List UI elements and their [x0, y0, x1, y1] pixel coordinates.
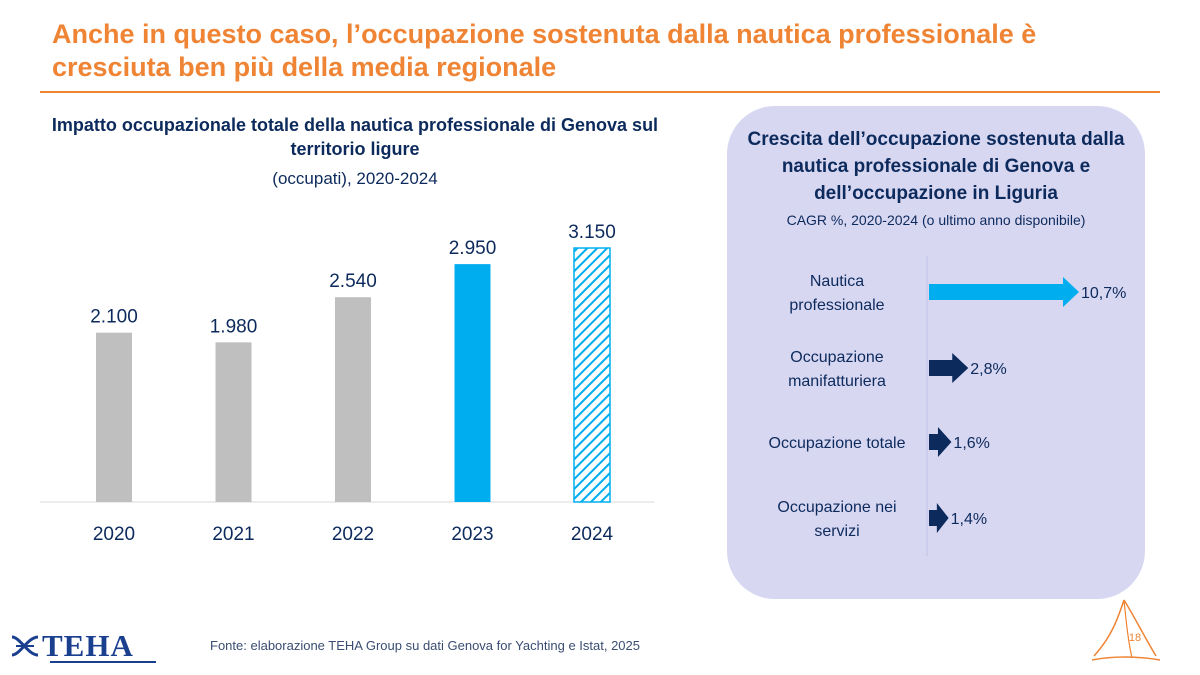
bar-chart-subtitle: (occupati), 2020-2024: [272, 169, 438, 188]
x-tick-label-2023: 2023: [451, 524, 493, 545]
x-tick-label-2024: 2024: [571, 524, 614, 545]
cagr-value-label-2: 2,8%: [970, 361, 1006, 378]
cagr-chart-subtitle: CAGR %, 2020-2024 (o ultimo anno disponi…: [786, 212, 1086, 228]
title-divider: [40, 91, 1160, 93]
cagr-arrow-1: [929, 277, 1079, 307]
cagr-category-label-1: Nautica professionale: [789, 273, 884, 314]
bar-value-label-2021: 1.980: [210, 316, 258, 337]
teha-logo-icon: [11, 635, 39, 657]
bar-value-label-2024: 3.150: [568, 222, 616, 243]
x-tick-label-2020: 2020: [93, 524, 135, 545]
cagr-arrow-3: [929, 427, 952, 457]
sail-icon: [1091, 599, 1161, 661]
slide-title: Anche in questo caso, l’occupazione sost…: [52, 19, 1037, 82]
logo-underline: [50, 661, 156, 663]
cagr-value-label-4: 1,4%: [951, 511, 987, 528]
bar-chart: 2.100 2020 1.980 2021 2.540 2022 2.950 2023 3.15…: [40, 222, 654, 545]
logo-text: TEHA: [42, 628, 134, 663]
cagr-category-label-4: Occupazione nei servizi: [777, 499, 896, 540]
cagr-arrow-4: [929, 503, 949, 533]
x-tick-label-2022: 2022: [332, 524, 374, 545]
bar-2024: [573, 247, 611, 503]
cagr-arrow-2: [929, 353, 969, 383]
cagr-chart-title: Crescita dell’occupazione sostenuta dall…: [747, 129, 1125, 204]
bar-2021: [215, 342, 252, 502]
bar-2020: [96, 332, 132, 502]
cagr-panel: Crescita dell’occupazione sostenuta dall…: [727, 106, 1145, 599]
cagr-value-label-1: 10,7%: [1081, 285, 1126, 302]
bar-value-label-2020: 2.100: [90, 307, 138, 328]
bar-2022: [335, 297, 371, 502]
cagr-category-label-3: Occupazione totale: [769, 435, 906, 452]
x-tick-label-2021: 2021: [212, 524, 254, 545]
bar-2023: [454, 264, 491, 502]
source-note: Fonte: elaborazione TEHA Group su dati G…: [210, 638, 640, 653]
bar-value-label-2023: 2.950: [449, 238, 497, 259]
cagr-chart: 10,7% Nautica professionale 2,8% Occupazione…: [769, 256, 1126, 556]
cagr-category-label-2: Occupazione manifatturiera: [788, 349, 886, 390]
bar-chart-title: Impatto occupazionale totale della nauti…: [51, 115, 659, 159]
teha-logo: TEHA: [10, 628, 156, 664]
cagr-value-label-3: 1,6%: [953, 435, 989, 452]
page-number: 18: [1128, 632, 1142, 644]
bar-value-label-2022: 2.540: [329, 271, 377, 292]
